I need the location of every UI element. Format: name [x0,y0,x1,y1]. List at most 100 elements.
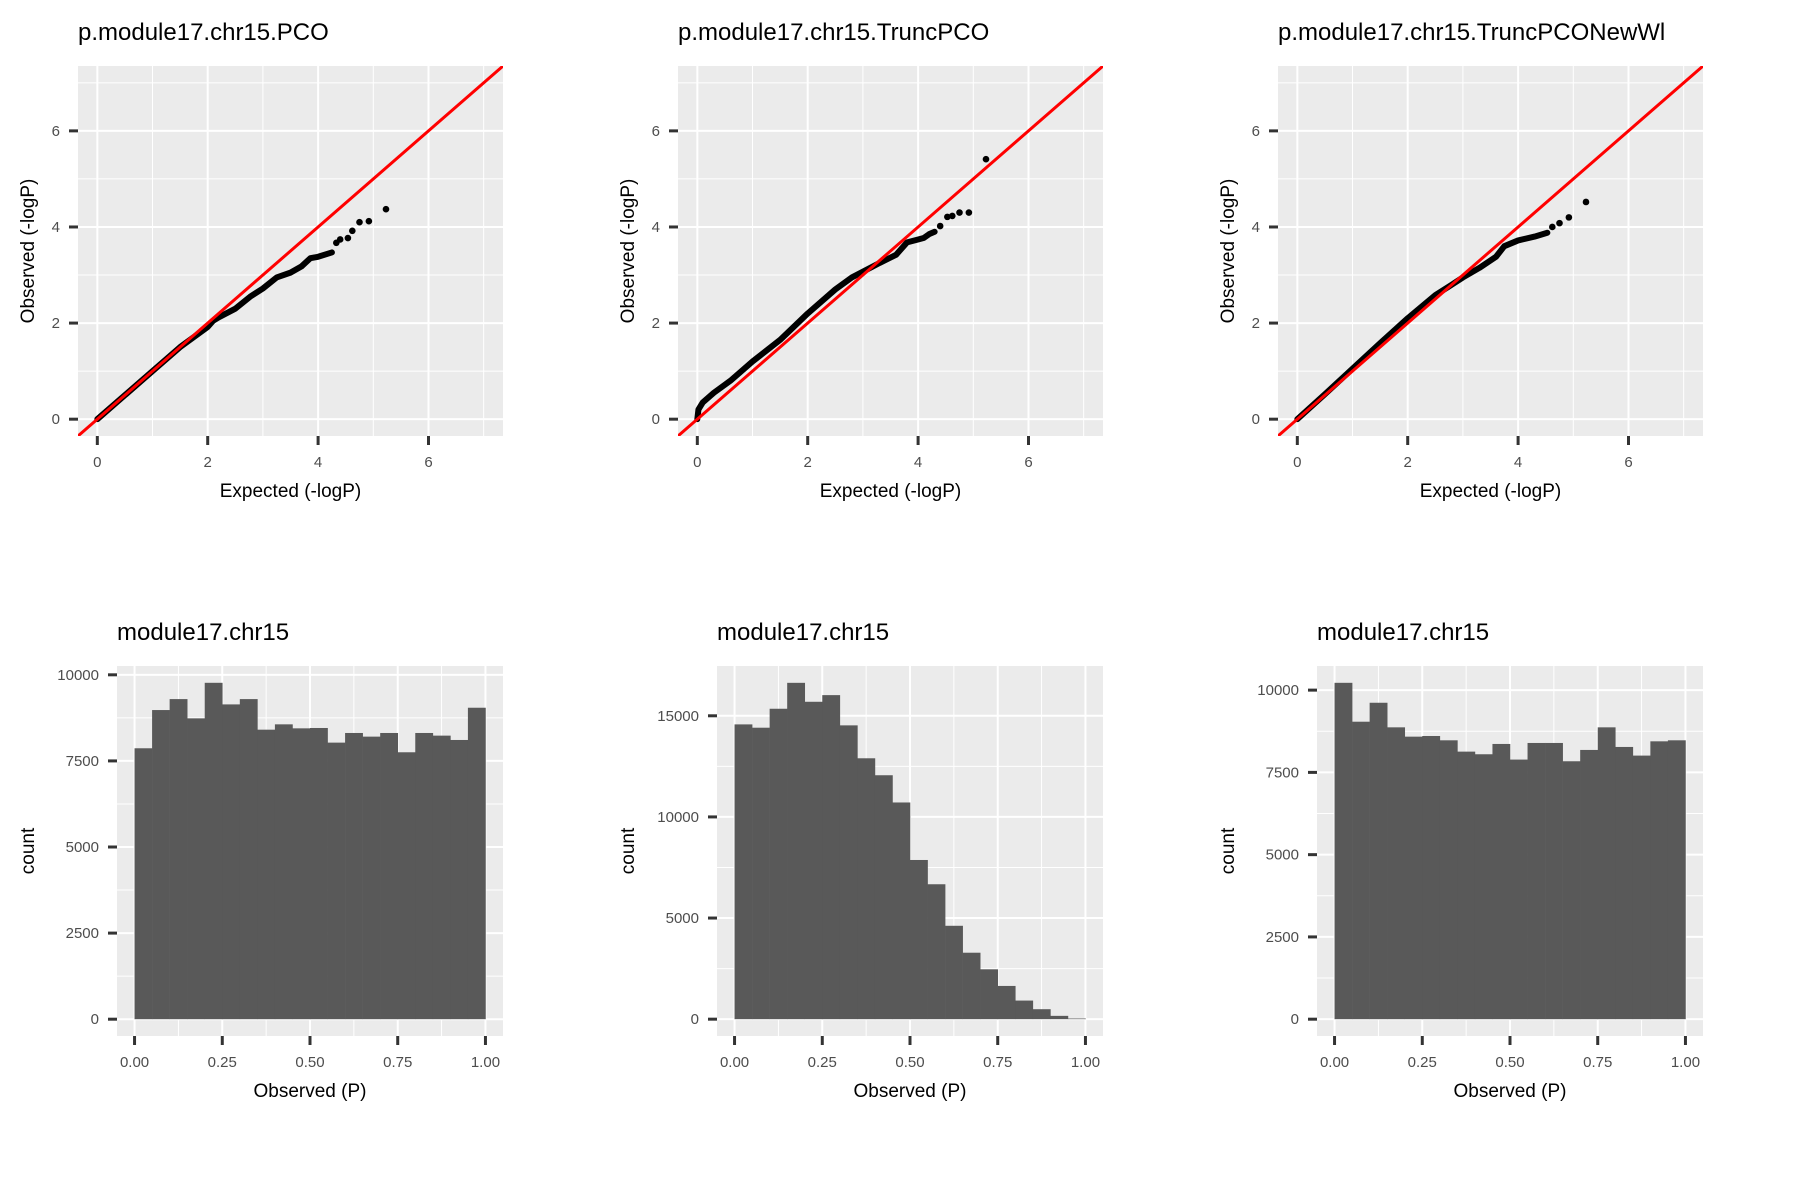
y-axis-title: Observed (-logP) [18,179,39,324]
x-tick-label: 0.50 [895,1054,924,1071]
chart-title: module17.chr15 [117,619,289,646]
histogram-panel: module17.chr15 0.00 0.25 0.50 0.75 1.00 0 2500 5… [1218,619,1703,1102]
histogram-bar [1474,754,1493,1020]
histogram-bar [292,728,311,1020]
y-tick-label: 4 [652,219,660,236]
histogram-bar [362,736,381,1020]
reference-line-y-equals-x [1278,66,1703,436]
chart-title: p.module17.chr15.PCO [78,19,329,46]
histogram-bar [1067,1018,1086,1020]
y-tick-label: 6 [52,123,60,140]
histogram-bar [1032,1009,1051,1020]
y-tick-label: 5000 [66,839,99,856]
qq-point [1582,198,1590,206]
histogram-bar [1015,1000,1034,1020]
histogram-bar [734,724,753,1020]
histogram-bar [752,727,770,1020]
histogram-bar [997,985,1016,1020]
qq-point [1565,214,1573,221]
histogram-bar [415,732,434,1020]
x-tick-label: 0.25 [208,1054,237,1071]
y-axis-title: count [18,827,39,874]
histogram-bar [1510,759,1528,1020]
x-tick-label: 1.00 [471,1054,500,1071]
histogram-bar [152,710,170,1020]
histogram-bar [787,682,806,1020]
x-tick-label: 0.75 [383,1054,412,1071]
histogram-bar [804,701,823,1020]
y-tick-label: 2500 [66,925,99,942]
x-tick-label: 0 [1293,454,1301,471]
data-marks [134,682,486,1020]
data-marks [734,682,1086,1020]
x-tick-label: 0.00 [720,1054,749,1071]
x-tick-label: 0.00 [1320,1054,1349,1071]
histogram-bar [1597,727,1616,1020]
chart-title: module17.chr15 [1317,619,1489,646]
x-tick-label: 2 [204,454,212,471]
qq-plot-panel: p.module17.chr15.TruncPCO 0 2 4 6 0 2 4 6 Expecte… [618,19,1103,502]
histogram-bar [450,739,469,1020]
histogram-bar [1422,735,1441,1020]
y-axis-title: count [1218,827,1239,874]
qq-point [944,213,951,221]
histogram-bar [874,775,893,1020]
reference-line-y-equals-x [78,66,503,436]
histogram-bar [962,952,981,1020]
x-tick-label: 6 [1024,454,1032,471]
y-tick-label: 2 [52,315,60,332]
histogram-bar [1334,682,1353,1020]
qq-plot-panel: p.module17.chr15.TruncPCONewWl 0 2 4 6 0 2 4 6 Ex… [1218,19,1703,502]
qq-point [965,209,973,216]
x-tick-label: 2 [1404,454,1412,471]
histogram-bar [1492,743,1511,1020]
chart-title: module17.chr15 [717,619,889,646]
histogram-bar [1439,740,1458,1020]
y-tick-label: 0 [1291,1011,1299,1028]
histogram-bar [327,742,346,1020]
histogram-bar [839,725,858,1020]
x-axis-title: Observed (P) [1454,1081,1567,1102]
qq-point [356,218,363,226]
histogram-bar [345,732,363,1020]
chart-title: p.module17.chr15.TruncPCONewWl [1278,19,1665,46]
data-marks [1334,682,1686,1020]
x-tick-label: 6 [1624,454,1632,471]
qq-point [1549,223,1556,231]
histogram-bar [169,699,188,1020]
histogram-bar [1632,755,1651,1020]
histogram-bar [274,724,293,1020]
qq-point [344,234,352,242]
x-tick-label: 2 [804,454,812,471]
y-tick-label: 7500 [66,753,99,770]
y-axis-title: Observed (-logP) [1218,179,1239,324]
histogram-bar [1050,1015,1069,1020]
y-tick-label: 10000 [1257,682,1299,699]
y-tick-label: 4 [1252,219,1260,236]
qq-point [365,217,373,225]
histogram-bar [432,735,451,1020]
x-tick-label: 0.75 [1583,1054,1612,1071]
x-axis-title: Expected (-logP) [820,481,962,502]
histogram-bar [822,695,841,1020]
y-tick-label: 0 [1252,411,1260,428]
y-tick-label: 10000 [657,809,699,826]
data-marks [1278,66,1703,436]
x-tick-label: 4 [314,454,322,471]
y-tick-label: 0 [91,1011,99,1028]
chart-title: p.module17.chr15.TruncPCO [678,19,989,46]
histogram-bar [222,704,241,1020]
histogram-bar [1369,702,1388,1020]
histogram-bar [467,707,486,1020]
histogram-panel: module17.chr15 0.00 0.25 0.50 0.75 1.00 0 2500 5… [18,619,503,1102]
histogram-bar [927,884,946,1020]
histogram-bar [1527,742,1546,1020]
histogram-bar [892,802,911,1020]
histogram-bar [397,752,416,1020]
qq-points-dense [694,228,938,423]
histogram-bar [1667,740,1686,1020]
histogram-bar [187,718,206,1020]
data-marks [678,66,1103,436]
y-tick-label: 10000 [57,667,99,684]
histogram-bar [204,682,223,1020]
